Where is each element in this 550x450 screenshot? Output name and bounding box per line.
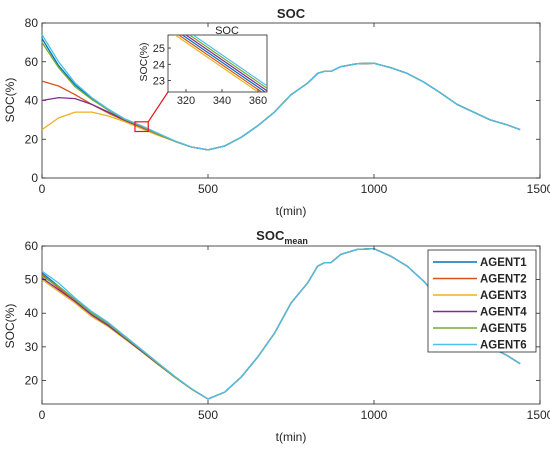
plot-area bbox=[41, 22, 541, 179]
inset-y-tick-label: 25 bbox=[153, 43, 165, 55]
x-tick-label: 1500 bbox=[527, 182, 550, 196]
legend-label-1: AGENT1 bbox=[480, 257, 527, 269]
series-line-2 bbox=[41, 62, 521, 151]
x-tick-label: 0 bbox=[39, 182, 46, 196]
legend-label-4: AGENT4 bbox=[480, 307, 527, 319]
inset-series-line-3 bbox=[174, 35, 259, 92]
y-tick-label: 40 bbox=[25, 306, 39, 320]
inset-series-line-1 bbox=[182, 35, 266, 92]
x-axis-label: t(min) bbox=[276, 204, 307, 218]
inset-series-line-2 bbox=[178, 35, 262, 92]
y-tick-label: 30 bbox=[25, 340, 39, 354]
zoom-connector-line bbox=[147, 91, 169, 123]
soc-chart: SOC 0 20 40 60 80 0 500 1000 1500 SOC(%) t(min)… bbox=[3, 6, 550, 218]
series-line-5 bbox=[41, 42, 521, 151]
series-line-4 bbox=[41, 62, 521, 151]
x-tick-label: 500 bbox=[198, 182, 218, 196]
chart-title: SOCmean bbox=[256, 228, 308, 246]
y-tick-label: 40 bbox=[25, 94, 39, 108]
x-tick-label: 500 bbox=[198, 408, 218, 422]
legend-label-6: AGENT6 bbox=[480, 340, 527, 352]
legend: AGENT1 AGENT2 AGENT3 AGENT4 AGENT5 AGENT6 bbox=[427, 249, 537, 353]
soc-mean-chart: SOCmean 20 30 40 50 60 0 500 1000 1500 SOC(%) t… bbox=[3, 228, 550, 444]
plot-area bbox=[41, 245, 541, 405]
inset-plot-area bbox=[167, 34, 268, 93]
y-tick-label: 50 bbox=[25, 273, 39, 287]
legend-label-5: AGENT5 bbox=[480, 323, 527, 335]
y-tick-label: 60 bbox=[25, 239, 39, 253]
series-line-3 bbox=[41, 62, 521, 151]
series-line-1 bbox=[41, 38, 521, 151]
y-tick-label: 0 bbox=[31, 171, 38, 185]
chart-title-subscript: mean bbox=[284, 236, 308, 246]
y-tick-label: 80 bbox=[25, 16, 39, 30]
x-tick-label: 1500 bbox=[527, 408, 550, 422]
inset-x-tick-label: 360 bbox=[249, 95, 267, 107]
inset-series-line-4 bbox=[185, 35, 267, 92]
chart-title-main: SOC bbox=[256, 228, 285, 243]
x-axis-label: t(min) bbox=[276, 430, 307, 444]
inset-series-line-5 bbox=[189, 35, 267, 90]
zoom-region-marker bbox=[134, 121, 149, 133]
inset-y-tick-label: 23 bbox=[153, 76, 165, 88]
x-tick-label: 1000 bbox=[361, 408, 388, 422]
legend-label-3: AGENT3 bbox=[480, 290, 527, 302]
y-tick-label: 20 bbox=[25, 132, 39, 146]
inset-y-axis-label: SOC(%) bbox=[138, 42, 150, 81]
y-axis-label: SOC(%) bbox=[3, 78, 17, 123]
inset-y-tick-label: 24 bbox=[153, 59, 165, 71]
inset-x-tick-label: 320 bbox=[177, 95, 195, 107]
inset-title: SOC bbox=[215, 25, 239, 37]
x-tick-label: 1000 bbox=[361, 182, 388, 196]
legend-label-2: AGENT2 bbox=[480, 274, 527, 286]
y-axis-label: SOC(%) bbox=[3, 304, 17, 349]
inset-chart: SOC SOC(%) 23 24 25 320 340 360 bbox=[138, 25, 268, 107]
series-line-6 bbox=[41, 34, 521, 151]
inset-x-tick-label: 340 bbox=[213, 95, 231, 107]
x-tick-label: 0 bbox=[39, 408, 46, 422]
legend-box bbox=[427, 249, 537, 353]
chart-title: SOC bbox=[277, 6, 306, 21]
y-tick-label: 20 bbox=[25, 373, 39, 387]
inset-series-line-6 bbox=[192, 35, 267, 87]
y-tick-label: 60 bbox=[25, 55, 39, 69]
